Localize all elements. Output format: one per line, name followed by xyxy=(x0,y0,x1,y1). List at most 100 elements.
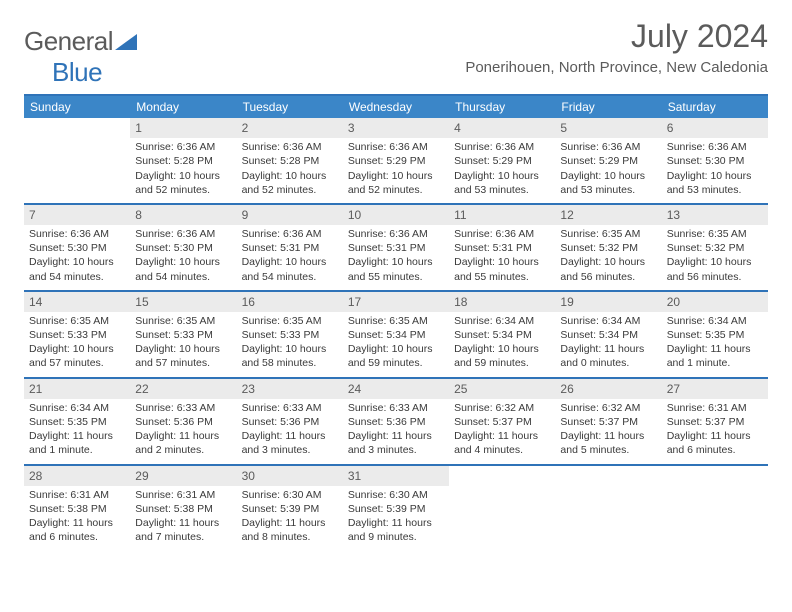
calendar-day: 23Sunrise: 6:33 AMSunset: 5:36 PMDayligh… xyxy=(237,379,343,464)
day-info-line: Sunset: 5:29 PM xyxy=(454,154,550,168)
day-info-line: Sunrise: 6:35 AM xyxy=(29,314,125,328)
day-info-line: Daylight: 10 hours xyxy=(135,342,231,356)
day-number: 23 xyxy=(237,379,343,399)
calendar-week: 14Sunrise: 6:35 AMSunset: 5:33 PMDayligh… xyxy=(24,290,768,377)
header: General Blue July 2024 Ponerihouen, Nort… xyxy=(24,18,768,88)
day-info-line: Daylight: 11 hours xyxy=(29,429,125,443)
calendar-day: 14Sunrise: 6:35 AMSunset: 5:33 PMDayligh… xyxy=(24,292,130,377)
day-info-line: Sunrise: 6:35 AM xyxy=(560,227,656,241)
day-info-line: Sunset: 5:33 PM xyxy=(135,328,231,342)
day-info-line: Sunrise: 6:31 AM xyxy=(29,488,125,502)
day-info-line: Daylight: 10 hours xyxy=(560,255,656,269)
day-info-line: and 6 minutes. xyxy=(29,530,125,544)
day-info-line: and 56 minutes. xyxy=(560,270,656,284)
day-info-line: Sunrise: 6:36 AM xyxy=(560,140,656,154)
day-info-line: Sunset: 5:38 PM xyxy=(29,502,125,516)
day-info-line: and 53 minutes. xyxy=(454,183,550,197)
day-info-line: Sunrise: 6:35 AM xyxy=(242,314,338,328)
calendar-day: 18Sunrise: 6:34 AMSunset: 5:34 PMDayligh… xyxy=(449,292,555,377)
calendar-day: 7Sunrise: 6:36 AMSunset: 5:30 PMDaylight… xyxy=(24,205,130,290)
day-info-line: Sunset: 5:35 PM xyxy=(29,415,125,429)
day-info-line: and 4 minutes. xyxy=(454,443,550,457)
calendar-day: 22Sunrise: 6:33 AMSunset: 5:36 PMDayligh… xyxy=(130,379,236,464)
day-info-line: and 58 minutes. xyxy=(242,356,338,370)
day-info-line: Sunset: 5:31 PM xyxy=(454,241,550,255)
day-number: 15 xyxy=(130,292,236,312)
day-info-line: and 54 minutes. xyxy=(135,270,231,284)
calendar-grid: Sunday Monday Tuesday Wednesday Thursday… xyxy=(24,94,768,550)
day-number: 31 xyxy=(343,466,449,486)
dow-saturday: Saturday xyxy=(662,96,768,118)
day-info-line: Sunset: 5:28 PM xyxy=(242,154,338,168)
day-number: 10 xyxy=(343,205,449,225)
day-info-line: Sunrise: 6:36 AM xyxy=(667,140,763,154)
day-info-line: Sunrise: 6:36 AM xyxy=(454,140,550,154)
day-info-line: Sunset: 5:31 PM xyxy=(348,241,444,255)
day-number: 11 xyxy=(449,205,555,225)
day-info-line: Sunset: 5:30 PM xyxy=(135,241,231,255)
day-info-line: Sunset: 5:34 PM xyxy=(348,328,444,342)
calendar-day: 26Sunrise: 6:32 AMSunset: 5:37 PMDayligh… xyxy=(555,379,661,464)
calendar-day xyxy=(555,466,661,551)
day-info-line: Sunset: 5:36 PM xyxy=(242,415,338,429)
day-number: 27 xyxy=(662,379,768,399)
day-info-line: Daylight: 10 hours xyxy=(348,255,444,269)
calendar-day: 11Sunrise: 6:36 AMSunset: 5:31 PMDayligh… xyxy=(449,205,555,290)
calendar-day xyxy=(662,466,768,551)
day-info-line: Sunrise: 6:32 AM xyxy=(560,401,656,415)
day-info-line: and 1 minute. xyxy=(667,356,763,370)
day-info-line: Sunrise: 6:30 AM xyxy=(242,488,338,502)
day-info-line: and 53 minutes. xyxy=(667,183,763,197)
calendar-day: 16Sunrise: 6:35 AMSunset: 5:33 PMDayligh… xyxy=(237,292,343,377)
day-info-line: Sunset: 5:38 PM xyxy=(135,502,231,516)
day-number: 1 xyxy=(130,118,236,138)
day-info-line: Daylight: 10 hours xyxy=(135,169,231,183)
day-info-line: Sunrise: 6:36 AM xyxy=(348,140,444,154)
day-info-line: Daylight: 10 hours xyxy=(348,342,444,356)
day-info-line: and 59 minutes. xyxy=(454,356,550,370)
day-info-line: Sunrise: 6:34 AM xyxy=(454,314,550,328)
calendar-day: 5Sunrise: 6:36 AMSunset: 5:29 PMDaylight… xyxy=(555,118,661,203)
day-info-line: Sunrise: 6:35 AM xyxy=(348,314,444,328)
day-info-line: and 6 minutes. xyxy=(667,443,763,457)
day-info-line: Daylight: 10 hours xyxy=(135,255,231,269)
calendar-week: 1Sunrise: 6:36 AMSunset: 5:28 PMDaylight… xyxy=(24,118,768,203)
day-info-line: and 52 minutes. xyxy=(348,183,444,197)
logo: General Blue xyxy=(24,18,137,88)
day-number xyxy=(662,466,768,486)
day-info-line: Daylight: 10 hours xyxy=(242,169,338,183)
day-info-line: Sunrise: 6:33 AM xyxy=(135,401,231,415)
dow-monday: Monday xyxy=(130,96,236,118)
day-info-line: and 5 minutes. xyxy=(560,443,656,457)
day-info-line: Sunset: 5:33 PM xyxy=(29,328,125,342)
calendar-day xyxy=(24,118,130,203)
day-number: 30 xyxy=(237,466,343,486)
day-info-line: Daylight: 10 hours xyxy=(454,342,550,356)
day-info-line: Daylight: 11 hours xyxy=(667,429,763,443)
day-info-line: Daylight: 10 hours xyxy=(454,255,550,269)
day-info-line: and 3 minutes. xyxy=(348,443,444,457)
day-info-line: and 54 minutes. xyxy=(242,270,338,284)
calendar-day: 2Sunrise: 6:36 AMSunset: 5:28 PMDaylight… xyxy=(237,118,343,203)
dow-friday: Friday xyxy=(555,96,661,118)
day-number: 28 xyxy=(24,466,130,486)
calendar-day: 29Sunrise: 6:31 AMSunset: 5:38 PMDayligh… xyxy=(130,466,236,551)
day-info-line: Daylight: 10 hours xyxy=(242,255,338,269)
day-number xyxy=(24,118,130,138)
day-info-line: Sunrise: 6:36 AM xyxy=(242,227,338,241)
calendar-day: 27Sunrise: 6:31 AMSunset: 5:37 PMDayligh… xyxy=(662,379,768,464)
day-info-line: Daylight: 10 hours xyxy=(454,169,550,183)
day-number: 20 xyxy=(662,292,768,312)
day-info-line: and 9 minutes. xyxy=(348,530,444,544)
calendar-day: 13Sunrise: 6:35 AMSunset: 5:32 PMDayligh… xyxy=(662,205,768,290)
day-info-line: Daylight: 10 hours xyxy=(348,169,444,183)
day-info-line: Sunset: 5:37 PM xyxy=(560,415,656,429)
calendar-day: 17Sunrise: 6:35 AMSunset: 5:34 PMDayligh… xyxy=(343,292,449,377)
day-info-line: Sunset: 5:29 PM xyxy=(560,154,656,168)
day-number: 12 xyxy=(555,205,661,225)
calendar-day: 28Sunrise: 6:31 AMSunset: 5:38 PMDayligh… xyxy=(24,466,130,551)
calendar-day: 20Sunrise: 6:34 AMSunset: 5:35 PMDayligh… xyxy=(662,292,768,377)
day-info-line: Sunrise: 6:34 AM xyxy=(667,314,763,328)
day-info-line: Daylight: 10 hours xyxy=(242,342,338,356)
logo-text: General Blue xyxy=(24,26,137,88)
